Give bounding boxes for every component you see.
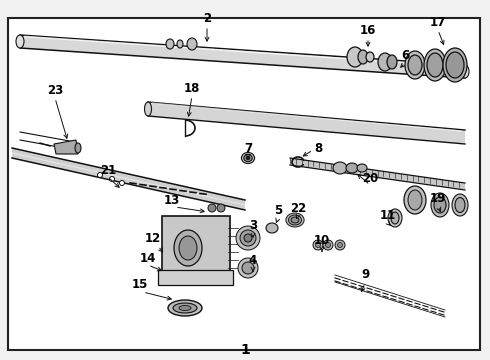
Text: 16: 16 <box>360 23 376 36</box>
Circle shape <box>244 234 252 242</box>
Ellipse shape <box>244 154 252 162</box>
Ellipse shape <box>461 65 469 78</box>
Circle shape <box>313 240 323 250</box>
Ellipse shape <box>173 303 197 313</box>
Ellipse shape <box>405 51 425 79</box>
Ellipse shape <box>145 102 151 116</box>
Ellipse shape <box>408 190 422 210</box>
Circle shape <box>109 176 115 181</box>
Text: 2: 2 <box>203 12 211 24</box>
Ellipse shape <box>16 35 24 48</box>
Ellipse shape <box>443 48 467 82</box>
Polygon shape <box>20 35 465 78</box>
Ellipse shape <box>333 162 347 174</box>
Ellipse shape <box>391 212 399 224</box>
Polygon shape <box>148 102 465 144</box>
Ellipse shape <box>431 193 449 217</box>
Text: 22: 22 <box>290 202 306 215</box>
Ellipse shape <box>179 306 191 310</box>
Ellipse shape <box>366 52 374 62</box>
Ellipse shape <box>289 215 301 225</box>
Ellipse shape <box>166 39 174 49</box>
Text: 7: 7 <box>244 141 252 154</box>
Ellipse shape <box>187 38 197 50</box>
Circle shape <box>120 180 124 185</box>
Text: 18: 18 <box>184 81 200 95</box>
Ellipse shape <box>424 49 446 81</box>
Circle shape <box>325 243 330 248</box>
Ellipse shape <box>286 213 304 227</box>
Text: 21: 21 <box>100 163 116 176</box>
Text: 10: 10 <box>314 234 330 247</box>
Ellipse shape <box>404 186 426 214</box>
Polygon shape <box>54 140 78 154</box>
Ellipse shape <box>455 198 465 212</box>
Ellipse shape <box>347 47 363 67</box>
Ellipse shape <box>75 143 81 153</box>
Text: 17: 17 <box>430 15 446 28</box>
Circle shape <box>323 240 333 250</box>
Text: 20: 20 <box>362 171 378 185</box>
Text: 6: 6 <box>401 49 409 62</box>
Ellipse shape <box>378 53 392 71</box>
Ellipse shape <box>177 40 183 48</box>
Polygon shape <box>12 148 245 210</box>
Circle shape <box>98 172 102 177</box>
Text: 11: 11 <box>380 208 396 221</box>
Polygon shape <box>290 158 465 190</box>
Text: 9: 9 <box>361 269 369 282</box>
Text: 8: 8 <box>314 141 322 154</box>
Circle shape <box>242 262 254 274</box>
Ellipse shape <box>434 197 446 213</box>
FancyBboxPatch shape <box>162 216 230 278</box>
Text: 1: 1 <box>240 343 250 357</box>
Text: 3: 3 <box>249 219 257 231</box>
Ellipse shape <box>452 194 468 216</box>
Ellipse shape <box>388 209 402 227</box>
Ellipse shape <box>408 55 422 75</box>
Ellipse shape <box>357 164 367 172</box>
Ellipse shape <box>291 217 299 223</box>
Circle shape <box>238 258 258 278</box>
Text: 23: 23 <box>47 84 63 96</box>
Text: 19: 19 <box>430 192 446 204</box>
Circle shape <box>208 204 216 212</box>
Text: 14: 14 <box>140 252 156 265</box>
Ellipse shape <box>346 163 358 173</box>
Ellipse shape <box>387 55 397 69</box>
Ellipse shape <box>427 53 443 77</box>
Ellipse shape <box>266 223 278 233</box>
Text: 5: 5 <box>274 203 282 216</box>
Ellipse shape <box>358 50 368 64</box>
Ellipse shape <box>246 157 250 159</box>
Circle shape <box>335 240 345 250</box>
Circle shape <box>338 243 343 248</box>
Text: 12: 12 <box>145 231 161 244</box>
Text: 15: 15 <box>132 279 148 292</box>
Ellipse shape <box>242 153 255 163</box>
Ellipse shape <box>446 52 464 78</box>
Circle shape <box>240 230 256 246</box>
Bar <box>158 270 233 285</box>
Text: 4: 4 <box>249 253 257 266</box>
Ellipse shape <box>168 300 202 316</box>
Text: 13: 13 <box>164 194 180 207</box>
Ellipse shape <box>174 230 202 266</box>
Circle shape <box>217 204 225 212</box>
Ellipse shape <box>179 236 197 260</box>
Circle shape <box>236 226 260 250</box>
Circle shape <box>316 243 320 248</box>
